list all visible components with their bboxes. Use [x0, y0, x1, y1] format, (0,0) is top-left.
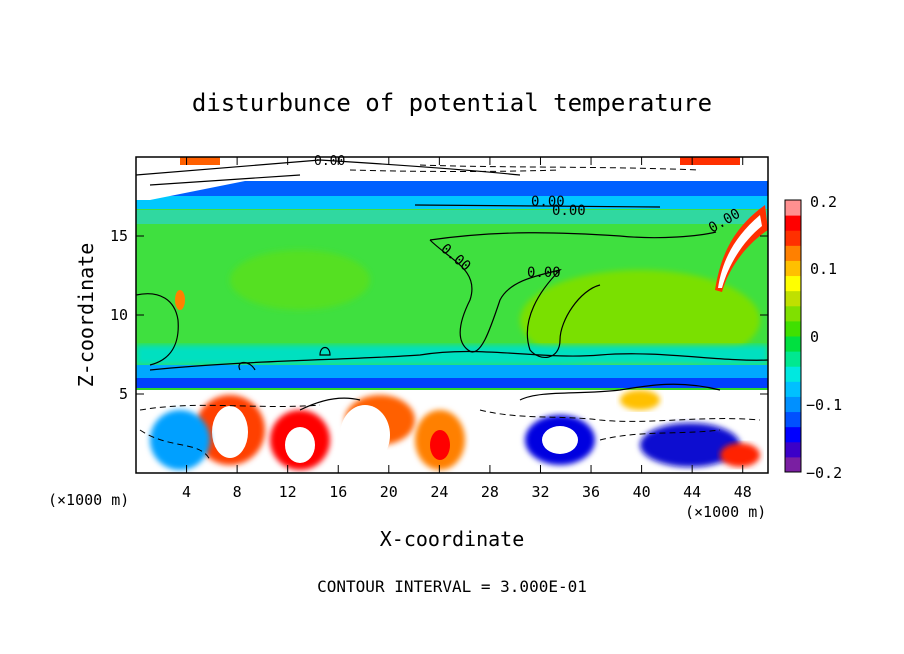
colorbar-segment — [785, 305, 801, 322]
contour-line — [429, 239, 601, 358]
x-tick-label: 24 — [430, 483, 448, 501]
y-tick-label: 5 — [119, 385, 128, 403]
colorbar-segment — [785, 260, 801, 277]
x-tick-label: 36 — [582, 483, 600, 501]
contour-line-dashed — [139, 429, 211, 461]
x-axis: 4 8 12 16 20 24 28 32 36 40 44 48 — [182, 157, 752, 501]
colorbar-frame — [784, 199, 802, 473]
x-tick-label: 8 — [233, 483, 242, 501]
field-eddy — [430, 430, 450, 460]
field-region — [136, 157, 330, 200]
contour-line — [429, 231, 717, 241]
contour-line — [149, 174, 301, 186]
field-band — [136, 345, 768, 365]
colorbar-tick-label: −0.1 — [806, 396, 842, 414]
colorbar-segment — [785, 336, 801, 352]
contour-line — [136, 159, 521, 176]
x-tick-label: 16 — [329, 483, 347, 501]
y-tick-label: 15 — [110, 227, 128, 245]
plot-area — [136, 157, 768, 473]
field-patch — [680, 157, 740, 165]
field-eddy — [340, 405, 390, 465]
contour-label: 0.00 — [527, 265, 561, 281]
colorbar-segment — [785, 275, 801, 292]
colorbar-segment — [785, 441, 801, 458]
field-eddy — [285, 427, 315, 463]
field-patch — [180, 157, 220, 165]
colorbar-segment — [785, 426, 801, 443]
contour-line — [238, 361, 256, 371]
contour-labels: 0.00 0.00 0.00 0.00 0.00 0.00 — [314, 154, 743, 281]
contour-line — [414, 204, 661, 208]
y-axis-title: Z-coordinate — [74, 243, 98, 388]
x-tick-label: 40 — [633, 483, 651, 501]
field-eddy — [212, 406, 248, 458]
field-patch — [175, 290, 185, 310]
contour-line — [136, 293, 179, 366]
x-tick-label: 32 — [531, 483, 549, 501]
x-tick-label: 44 — [683, 483, 701, 501]
x-unit-label-right: (×1000 m) — [685, 503, 766, 521]
contour-line — [519, 383, 721, 401]
colorbar-segment — [785, 290, 801, 307]
colorbar-segment — [785, 381, 801, 397]
colorbar-tick-label: −0.2 — [806, 464, 842, 482]
colorbar-segment — [785, 200, 801, 216]
x-tick-label: 4 — [182, 483, 191, 501]
colorbar-segment — [785, 366, 801, 382]
contour-label: 0.00 — [552, 203, 586, 219]
contour-label: 0.00 — [531, 194, 565, 210]
field-band — [136, 365, 768, 379]
field-eddy — [720, 443, 760, 467]
field-band — [136, 210, 768, 224]
colorbar-tick-label: 0 — [810, 328, 819, 346]
contour-line-dashed — [419, 164, 701, 171]
colorbar-segment — [785, 351, 801, 367]
contour-line — [149, 350, 768, 371]
y-tick-label: 10 — [110, 306, 128, 324]
colorbar-ticks: 0.2 0.1 0 −0.1 −0.2 — [806, 193, 842, 482]
field-band — [136, 378, 768, 388]
colorbar-tick-label: 0.2 — [810, 193, 837, 211]
colorbar — [785, 200, 801, 473]
field-band — [136, 180, 768, 196]
field-eddy — [620, 390, 660, 410]
contour-line-dashed — [599, 429, 721, 441]
colorbar-tick-label: 0.1 — [810, 260, 837, 278]
x-tick-label: 28 — [481, 483, 499, 501]
colorbar-segment — [785, 411, 801, 428]
colorbar-segment — [785, 396, 801, 413]
field-eddy — [542, 426, 578, 454]
contour-line-dashed — [479, 409, 761, 422]
field-eddy — [640, 423, 740, 467]
x-tick-label: 12 — [279, 483, 297, 501]
x-tick-label: 20 — [380, 483, 398, 501]
field-plume — [718, 215, 762, 288]
x-unit-label-left: (×1000 m) — [48, 491, 129, 509]
contour-interval-note: CONTOUR INTERVAL = 3.000E-01 — [317, 577, 587, 596]
contour-line-dashed — [139, 404, 321, 411]
colorbar-segment — [785, 245, 801, 261]
x-axis-title: X-coordinate — [380, 527, 525, 551]
contour-line — [319, 346, 331, 356]
x-tick-label: 48 — [734, 483, 752, 501]
contour-label: 0.00 — [314, 154, 345, 169]
y-axis: 5 10 15 — [110, 227, 768, 403]
chart-title: disturbunce of potential temperature — [192, 89, 712, 117]
contour-line — [299, 397, 361, 411]
colorbar-segment — [785, 456, 801, 473]
field-features — [136, 157, 768, 473]
colorbar-segment — [785, 320, 801, 337]
colorbar-segment — [785, 230, 801, 246]
field-blob — [230, 250, 370, 310]
field-band — [136, 195, 768, 209]
field-eddy — [150, 410, 210, 470]
colorbar-segment — [785, 215, 801, 231]
